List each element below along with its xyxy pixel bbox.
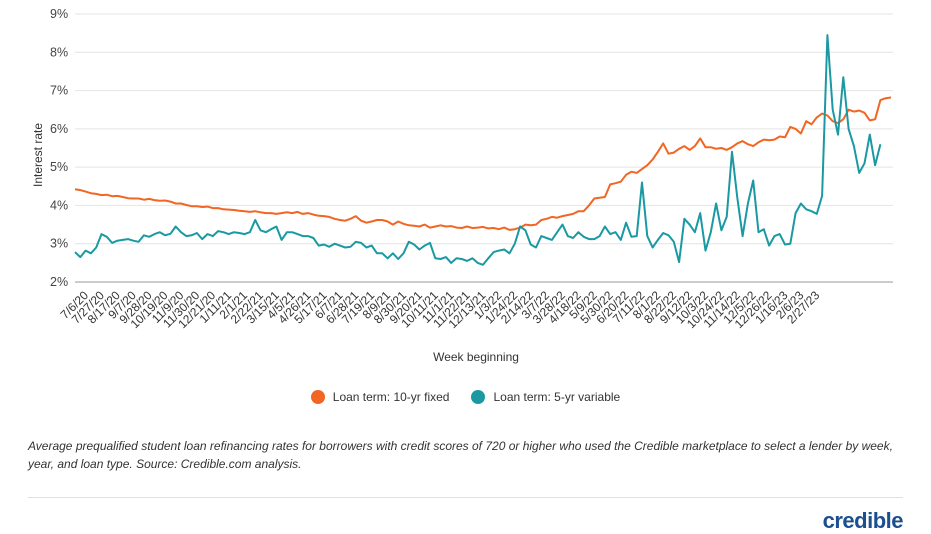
series-line-5yr-variable[interactable] bbox=[74, 34, 882, 266]
y-axis-ticks: 2% 3% 4% 5% 6% 7% 8% 9% bbox=[50, 7, 68, 289]
chart-legend: Loan term: 10-yr fixed Loan term: 5-yr v… bbox=[0, 390, 931, 404]
gridlines bbox=[75, 13, 893, 283]
y-tick-label: 8% bbox=[50, 45, 68, 59]
legend-label-5yr-variable: Loan term: 5-yr variable bbox=[493, 390, 621, 404]
legend-swatch-10yr-fixed bbox=[310, 390, 325, 404]
y-tick-label: 2% bbox=[50, 275, 68, 289]
line-chart: 2% 3% 4% 5% 6% 7% 8% 9% 7/6/207/27/208/17/209/7… bbox=[31, 7, 893, 364]
footer-divider bbox=[28, 497, 903, 498]
y-tick-label: 3% bbox=[50, 237, 68, 251]
legend-item-10yr-fixed[interactable]: Loan term: 10-yr fixed bbox=[310, 390, 450, 404]
legend-label-10yr-fixed: Loan term: 10-yr fixed bbox=[332, 390, 450, 404]
y-tick-label: 9% bbox=[50, 7, 68, 21]
x-axis-title: Week beginning bbox=[433, 350, 519, 364]
legend-item-5yr-variable[interactable]: Loan term: 5-yr variable bbox=[471, 390, 620, 404]
y-tick-label: 7% bbox=[50, 84, 68, 98]
chart-caption: Average prequalified student loan refina… bbox=[28, 439, 893, 471]
series-lines bbox=[74, 34, 892, 266]
y-tick-label: 4% bbox=[50, 198, 68, 212]
legend-swatch-5yr-variable bbox=[471, 390, 486, 404]
y-axis-title: Interest rate bbox=[31, 123, 45, 187]
series-line-10yr-fixed[interactable] bbox=[74, 96, 892, 231]
y-tick-label: 5% bbox=[50, 160, 68, 174]
credible-logo[interactable]: credible bbox=[822, 508, 904, 533]
x-axis-ticks: 7/6/207/27/208/17/209/7/209/28/2010/19/2… bbox=[58, 288, 823, 331]
y-tick-label: 6% bbox=[50, 122, 68, 136]
